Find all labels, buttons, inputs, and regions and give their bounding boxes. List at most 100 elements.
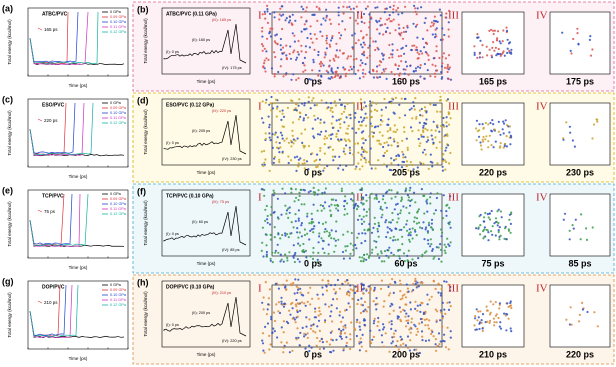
atom: [325, 42, 328, 45]
atom: [306, 336, 309, 339]
atom: [498, 302, 501, 305]
atom: [377, 320, 380, 323]
atom: [287, 155, 290, 158]
atom: [391, 303, 394, 306]
molecule-snapshot: [562, 212, 594, 241]
atom: [576, 31, 579, 35]
atom: [279, 253, 282, 256]
atom: [317, 314, 320, 317]
atom: [300, 50, 303, 53]
stage-numeral: IV: [536, 101, 548, 113]
atom: [493, 49, 496, 52]
atom: [374, 6, 377, 9]
atom: [297, 165, 300, 168]
atom: [321, 279, 324, 282]
atom: [350, 68, 353, 71]
atom: [506, 302, 509, 305]
atom: [447, 35, 450, 38]
atom: [502, 50, 505, 53]
atom: [574, 218, 577, 221]
atom: [441, 315, 444, 318]
atom: [483, 226, 486, 229]
atom: [362, 196, 365, 199]
atom: [435, 146, 438, 149]
atom: [300, 132, 303, 135]
atom: [368, 44, 371, 47]
atom: [268, 169, 271, 172]
atom: [352, 7, 355, 10]
atom: [385, 7, 388, 10]
atom: [360, 188, 363, 191]
atom: [313, 13, 316, 16]
atom: [325, 14, 328, 17]
atom: [291, 349, 294, 352]
atom: [303, 332, 306, 335]
atom: [348, 305, 352, 308]
atom: [304, 113, 307, 117]
y-axis-label: Total energy (kcal/mol): [7, 19, 12, 65]
atom: [327, 282, 330, 285]
atom: [420, 133, 423, 136]
atom: [329, 137, 333, 140]
atom: [585, 238, 589, 241]
atom: [302, 294, 305, 297]
atom: [266, 4, 269, 7]
atom: [359, 311, 363, 315]
atom: [357, 298, 360, 302]
atom: [302, 242, 305, 246]
atom: [394, 281, 397, 284]
atom: [446, 301, 449, 304]
atom: [269, 102, 272, 105]
atom: [278, 151, 281, 154]
atom: [434, 209, 437, 212]
atom: [282, 320, 285, 323]
atom: [479, 141, 482, 144]
atom: [316, 325, 319, 328]
y-axis-label: Total energy (kcal/mol): [143, 200, 148, 246]
atom: [370, 192, 373, 195]
atom: [372, 76, 375, 79]
atom: [448, 301, 451, 304]
atom: [481, 329, 484, 333]
atom: [345, 293, 349, 296]
atom: [397, 23, 400, 26]
atom: [262, 255, 265, 258]
atom: [410, 107, 413, 110]
atom: [368, 54, 371, 57]
atom: [327, 279, 330, 282]
atom: [408, 189, 411, 192]
atom: [425, 200, 428, 203]
atom: [486, 320, 489, 323]
atom: [346, 202, 349, 205]
atom: [494, 314, 497, 317]
atom: [352, 248, 355, 251]
atom: [497, 316, 500, 320]
atom: [491, 233, 494, 236]
atom: [371, 248, 374, 251]
atom: [276, 107, 279, 110]
atom: [338, 155, 341, 158]
atom: [313, 33, 316, 36]
atom: [403, 72, 406, 75]
atom: [380, 108, 383, 111]
atom: [316, 165, 319, 168]
atom: [367, 46, 370, 49]
atom: [447, 308, 451, 311]
atom: [321, 286, 324, 289]
atom: [377, 200, 381, 203]
atom: [322, 347, 325, 350]
atom: [488, 29, 491, 32]
atom: [434, 129, 437, 132]
atom: [407, 319, 410, 322]
atom: [323, 56, 326, 59]
atom: [404, 156, 407, 159]
atom: [384, 106, 388, 109]
atom: [394, 329, 397, 332]
atom: [290, 188, 293, 191]
atom: [339, 37, 342, 40]
atom: [390, 323, 393, 326]
atom: [311, 127, 314, 130]
plot-frame: [27, 189, 129, 259]
atom: [402, 30, 406, 34]
atom: [318, 62, 321, 65]
